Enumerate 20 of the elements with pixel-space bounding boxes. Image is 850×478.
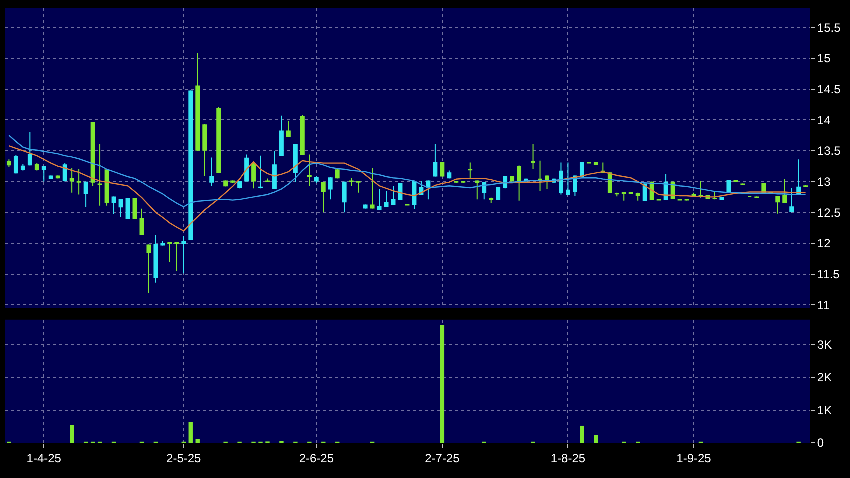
y-tick-label: 2K	[817, 370, 832, 385]
x-tick-label: 2-7-25	[425, 451, 460, 466]
y-tick-label: 14.5	[817, 82, 842, 97]
y-tick-label: 13.5	[817, 144, 842, 158]
y-tick-label: 15.5	[817, 20, 842, 35]
x-tick-label: 2-6-25	[299, 451, 334, 466]
y-tick-label: 14	[817, 113, 832, 128]
x-tick-label: 2-5-25	[166, 451, 202, 466]
x-tick-label: 1-4-25	[26, 451, 62, 466]
y-tick-label: 15	[817, 52, 832, 66]
y-tick-label: 0	[817, 436, 824, 450]
y-tick-label: 11.5	[817, 267, 840, 282]
y-tick-label: 13	[817, 175, 832, 189]
y-tick-label: 1K	[817, 403, 832, 418]
y-tick-label: 3K	[817, 338, 832, 352]
x-tick-label: 1-9-25	[676, 451, 712, 466]
y-tick-label: 12.5	[817, 206, 842, 220]
y-tick-label: 12	[817, 236, 832, 251]
y-tick-label: 11	[817, 298, 830, 312]
x-tick-label: 1-8-25	[550, 451, 586, 466]
